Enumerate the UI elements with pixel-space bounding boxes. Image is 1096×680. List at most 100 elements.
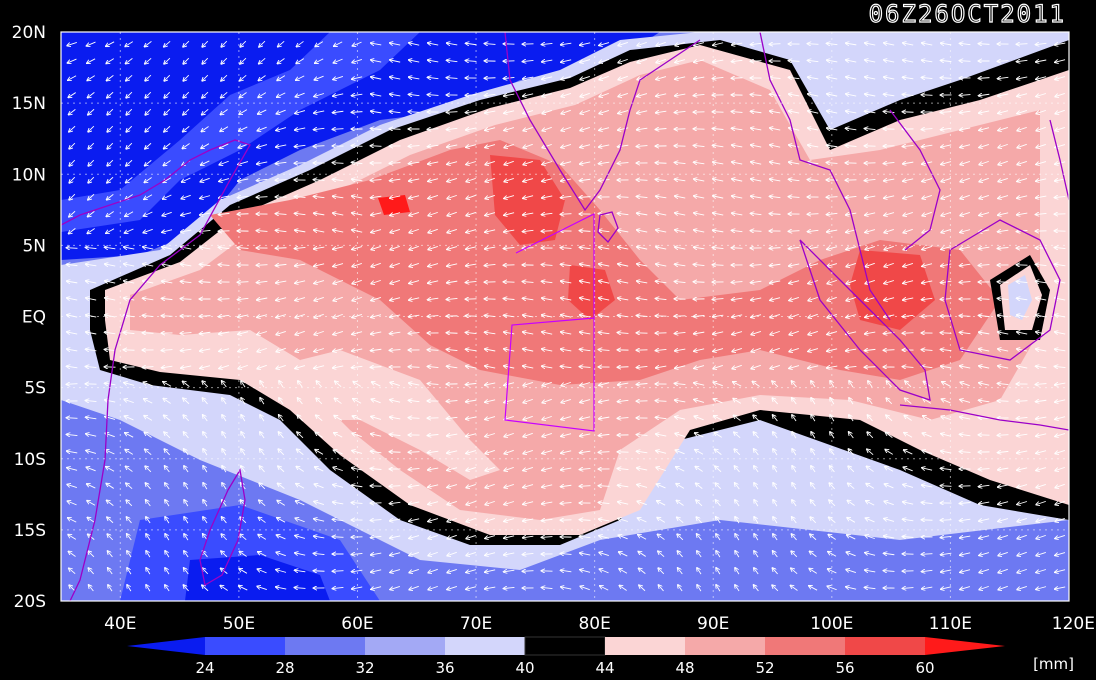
wind-arrow	[258, 92, 267, 98]
wind-arrow	[561, 264, 572, 265]
wind-arrow	[67, 418, 78, 419]
wind-arrow	[447, 264, 458, 266]
wind-arrow	[599, 127, 610, 131]
wind-arrow	[941, 211, 951, 215]
wind-arrow	[504, 127, 515, 131]
wind-arrow	[846, 60, 857, 62]
wind-arrow	[87, 58, 96, 63]
wind-arrow	[183, 108, 190, 115]
wind-arrow	[107, 159, 114, 166]
wind-arrow	[333, 163, 344, 164]
wind-arrow	[903, 77, 914, 79]
wind-arrow	[504, 213, 515, 216]
wind-arrow	[333, 129, 344, 130]
wind-arrow	[295, 92, 305, 97]
wind-arrow	[523, 178, 534, 182]
wind-arrow	[390, 280, 400, 283]
wind-arrow	[221, 74, 228, 81]
wind-arrow	[238, 196, 249, 197]
wind-arrow	[884, 43, 895, 45]
wind-arrow	[87, 41, 96, 46]
wind-arrow	[295, 264, 306, 266]
wind-arrow	[201, 126, 209, 131]
wind-arrow	[371, 279, 381, 283]
wind-arrow	[428, 211, 438, 215]
wind-arrow	[428, 178, 439, 182]
wind-arrow	[1055, 247, 1066, 248]
wind-arrow	[599, 145, 610, 147]
wind-arrow	[181, 194, 191, 198]
wind-arrow	[390, 43, 401, 45]
wind-arrow	[201, 143, 210, 149]
wind-arrow	[1036, 43, 1047, 44]
wind-arrow	[1017, 77, 1028, 79]
wind-arrow	[88, 92, 95, 97]
wind-arrow	[371, 180, 382, 181]
wind-arrow	[181, 281, 192, 282]
wind-arrow	[164, 40, 171, 46]
wind-arrow	[789, 77, 800, 78]
wind-arrow	[447, 281, 458, 283]
wind-arrow	[504, 160, 514, 164]
wind-arrow	[656, 247, 667, 249]
wind-arrow	[276, 109, 286, 114]
wind-arrow	[542, 143, 552, 147]
wind-arrow	[675, 162, 686, 163]
wind-arrow	[390, 196, 401, 198]
wind-arrow	[202, 57, 209, 64]
wind-arrow	[979, 265, 990, 266]
x-tick-label: 40E	[104, 614, 136, 634]
wind-arrow	[523, 126, 533, 130]
wind-arrow	[258, 75, 266, 80]
wind-arrow	[656, 41, 666, 45]
wind-arrow	[751, 179, 762, 181]
y-tick-label: 10N	[12, 165, 46, 185]
wind-arrow	[713, 179, 724, 181]
wind-arrow	[789, 61, 800, 62]
wind-arrow	[485, 230, 496, 232]
x-tick-label: 90E	[697, 614, 729, 634]
wind-arrow	[314, 296, 324, 300]
wind-arrow	[200, 213, 211, 215]
wind-arrow	[618, 75, 628, 79]
wind-arrow	[183, 74, 190, 81]
wind-arrow	[240, 74, 247, 80]
wind-arrow	[713, 77, 724, 78]
wind-arrow	[144, 211, 153, 216]
wind-arrow	[162, 281, 173, 283]
wind-arrow	[504, 177, 514, 181]
wind-arrow	[789, 281, 800, 284]
wind-arrow	[126, 108, 133, 115]
wind-arrow	[732, 128, 743, 130]
wind-arrow	[618, 163, 629, 164]
wind-arrow	[1017, 94, 1028, 97]
wind-arrow	[390, 179, 401, 181]
wind-arrow	[599, 486, 610, 487]
wind-arrow	[1036, 109, 1046, 113]
wind-arrow	[960, 95, 971, 96]
wind-arrow	[297, 41, 304, 46]
wind-arrow	[257, 126, 267, 131]
wind-arrow	[162, 298, 173, 299]
wind-arrow	[1017, 281, 1028, 282]
wind-arrow	[922, 77, 933, 78]
wind-arrow	[656, 298, 667, 299]
wind-arrow	[523, 282, 534, 283]
wind-arrow	[221, 91, 228, 97]
wind-arrow	[200, 247, 211, 249]
wind-arrow	[903, 281, 914, 284]
wind-arrow	[827, 263, 838, 267]
wind-arrow	[371, 297, 382, 300]
wind-arrow	[865, 94, 876, 96]
wind-arrow	[827, 77, 838, 79]
wind-arrow	[162, 247, 173, 249]
wind-arrow	[371, 196, 382, 198]
wind-arrow	[1036, 126, 1046, 130]
y-tick-label: 5N	[22, 236, 46, 256]
wind-arrow	[713, 299, 724, 300]
wind-arrow	[751, 43, 762, 44]
wind-arrow	[107, 91, 114, 97]
wind-arrow	[107, 194, 114, 199]
wind-arrow	[428, 77, 439, 78]
map-title: 06Z26OCT2011	[869, 0, 1066, 28]
